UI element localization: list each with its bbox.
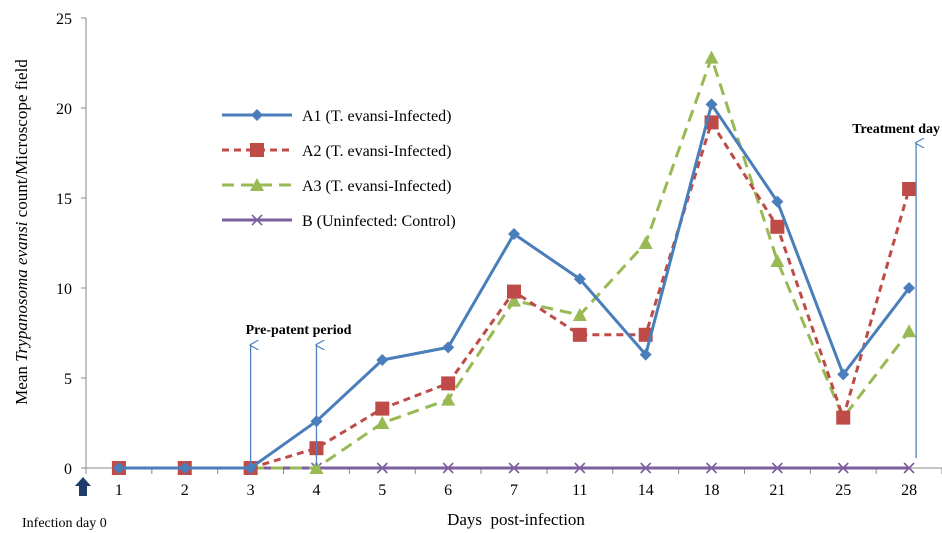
data-point: [376, 462, 388, 474]
legend-label: B (Uninfected: Control): [302, 213, 456, 230]
data-point: [639, 348, 652, 361]
x-tick-label: 7: [510, 482, 518, 499]
data-point: [902, 324, 917, 338]
treatment-label: Treatment day: [852, 122, 940, 137]
legend-label: A1 (T. evansi-Infected): [302, 108, 451, 125]
data-point: [770, 219, 785, 234]
data-point: [572, 308, 587, 321]
infection-day-arrow-icon: [75, 477, 91, 496]
data-point: [507, 293, 521, 307]
axes: 0 5 10 15 20 25 1 2 3 4 5 6 7 11 14 18 21 25 28: [56, 11, 942, 499]
data-point: [638, 236, 653, 249]
x-tick-label: 6: [444, 482, 452, 499]
y-tick-label: 15: [56, 191, 72, 208]
series-2: [111, 115, 917, 475]
y-tick-label: 0: [64, 461, 72, 478]
annotations: Pre-patent period Treatment day Infection …: [22, 122, 940, 531]
data-point: [704, 50, 719, 64]
data-point: [442, 462, 454, 474]
data-point: [903, 282, 916, 294]
data-point: [902, 182, 917, 196]
y-tick-label: 25: [56, 11, 72, 28]
y-axis-title: Mean Trypanosoma evansi count/Microscope…: [12, 59, 31, 405]
data-point: [574, 462, 586, 474]
data-point: [508, 462, 520, 474]
series-layer: [111, 50, 917, 475]
data-point: [375, 416, 390, 429]
x-tick-label: 2: [181, 482, 189, 499]
prepatent-label: Pre-patent period: [246, 323, 352, 338]
y-tick-label: 5: [64, 371, 72, 388]
data-point: [507, 284, 521, 299]
series-1: [112, 98, 916, 474]
data-point: [770, 254, 785, 267]
x-axis-title: Days post-infection: [447, 510, 585, 529]
legend-marker: [251, 214, 263, 226]
x-tick-label: 5: [378, 482, 386, 499]
x-tick-label: 11: [572, 482, 587, 499]
y-tick-label: 10: [56, 281, 72, 298]
x-ticks: 1 2 3 4 5 6 7 11 14 18 21 25 28: [85, 468, 942, 499]
data-point: [771, 462, 783, 474]
data-point: [572, 327, 587, 342]
x-tick-label: 14: [638, 482, 654, 499]
legend-item-3: A3 (T. evansi-Infected): [222, 178, 451, 195]
data-point: [112, 462, 125, 474]
legend-item-1: A1 (T. evansi-Infected): [222, 108, 451, 125]
y-ticks: 0 5 10 15 20 25: [56, 11, 86, 478]
infection-annotation: Infection day 0: [22, 477, 107, 531]
data-point: [836, 410, 851, 425]
treatment-annotation: Treatment day: [852, 122, 940, 458]
legend-marker: [250, 143, 264, 157]
legend-item-4: B (Uninfected: Control): [222, 213, 456, 230]
legend-marker: [250, 178, 264, 191]
x-tick-label: 3: [247, 482, 255, 499]
data-point: [640, 462, 652, 474]
legend-item-2: A2 (T. evansi-Infected): [222, 143, 451, 160]
data-point: [178, 462, 191, 474]
data-point: [573, 273, 586, 285]
data-point: [244, 462, 257, 474]
legend-label: A2 (T. evansi-Infected): [302, 143, 451, 160]
infection-label: Infection day 0: [22, 516, 107, 531]
prepatent-annotation: Pre-patent period: [246, 323, 352, 466]
data-point: [376, 354, 389, 366]
data-point: [375, 401, 390, 416]
x-tick-label: 21: [769, 482, 785, 499]
data-point: [441, 392, 456, 406]
data-point: [441, 376, 456, 391]
data-point: [705, 462, 718, 474]
x-tick-label: 18: [704, 482, 720, 499]
data-point: [903, 462, 915, 474]
data-point: [837, 368, 850, 381]
data-point: [705, 98, 718, 111]
x-tick-label: 25: [835, 482, 851, 499]
y-tick-label: 20: [56, 101, 72, 118]
x-tick-label: 4: [312, 482, 320, 499]
legend-marker: [251, 109, 263, 121]
data-point: [309, 461, 324, 474]
legend: A1 (T. evansi-Infected) A2 (T. evansi-Inf…: [222, 108, 456, 230]
data-point: [508, 228, 520, 240]
x-tick-label: 1: [115, 482, 123, 499]
data-point: [837, 462, 849, 474]
x-tick-label: 28: [901, 482, 917, 499]
legend-label: A3 (T. evansi-Infected): [302, 178, 451, 195]
data-point: [442, 341, 455, 354]
data-point: [771, 195, 784, 208]
